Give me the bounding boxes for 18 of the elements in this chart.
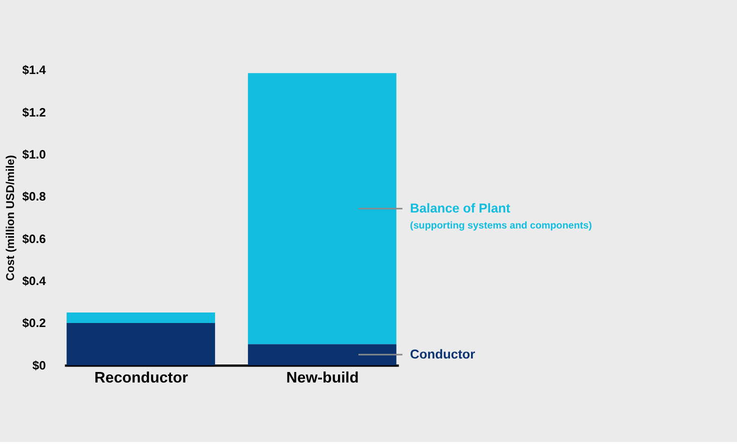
x-tick-label: New-build <box>286 369 359 386</box>
y-tick-label: $0.6 <box>22 232 46 246</box>
x-tick-label: Reconductor <box>94 369 188 386</box>
y-tick-label: $0.2 <box>22 316 46 330</box>
y-tick-label: $1.2 <box>22 105 46 120</box>
series-label: Conductor <box>410 346 476 362</box>
y-tick-label: $0 <box>32 358 46 372</box>
bar <box>66 323 216 366</box>
y-tick-label: $1.4 <box>22 63 46 78</box>
bar <box>66 312 216 324</box>
bar <box>248 73 396 344</box>
bar <box>248 344 396 366</box>
y-tick-label: $0.8 <box>22 190 46 204</box>
text: (supporting systems and components) <box>410 220 592 232</box>
y-tick-label: $1.0 <box>22 147 46 162</box>
series-label: Balance of Plant <box>410 200 512 216</box>
y-axis-title: Cost (million USD/mile) <box>4 154 17 281</box>
y-tick-label: $0.4 <box>22 274 46 288</box>
